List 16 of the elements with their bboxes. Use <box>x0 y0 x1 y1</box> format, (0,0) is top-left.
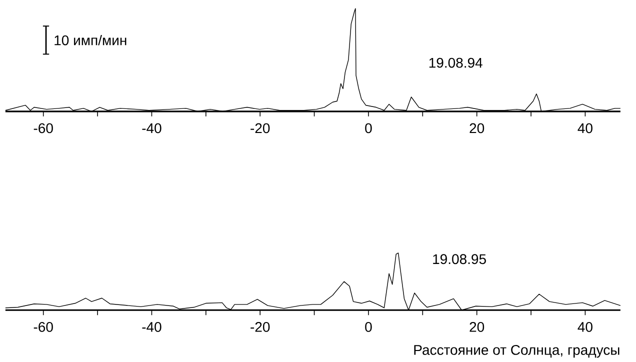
x-tick-label: 20 <box>470 123 484 134</box>
x-tick-label: 0 <box>365 123 372 134</box>
x-tick-label: 0 <box>365 322 372 332</box>
x-tick-label: -20 <box>250 123 270 134</box>
annotation: 10 имп/мин <box>54 34 126 46</box>
annotation: 19.08.95 <box>433 254 486 264</box>
x-tick-label: -20 <box>250 322 270 332</box>
annotation: 19.08.94 <box>429 58 482 68</box>
x-axis-title: Расстояние от Солнца, градусы <box>414 344 620 358</box>
x-tick-label: -60 <box>34 123 53 134</box>
x-tick-label: -40 <box>142 123 162 134</box>
x-tick-label: -40 <box>142 322 162 332</box>
x-tick-label: 40 <box>578 322 592 332</box>
x-tick-label: -60 <box>34 322 53 332</box>
x-tick-label: 20 <box>470 322 484 332</box>
x-tick-label: 40 <box>578 123 592 134</box>
